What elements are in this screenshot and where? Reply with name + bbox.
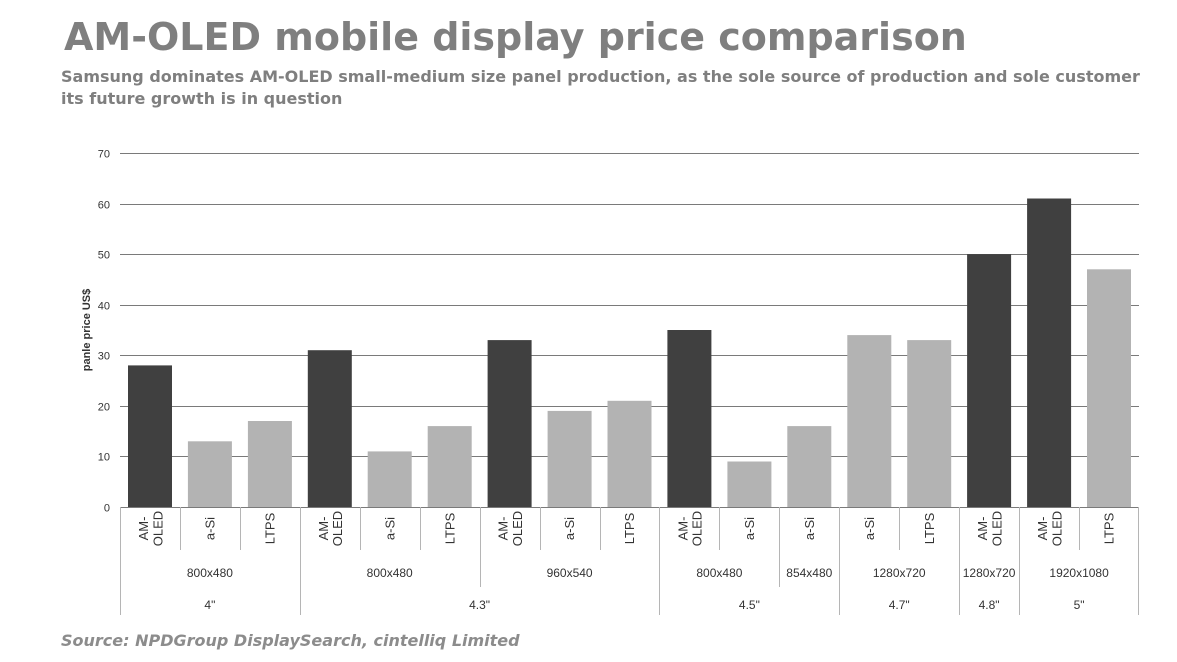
x-tick-label: a-Si xyxy=(382,517,397,540)
x-axis-categories: AM-OLED a-Si LTPS AM-OLED a-Si LTPS AM-OLED a-S… xyxy=(120,507,1139,615)
bar xyxy=(907,340,952,507)
x-group-label-resolution: 1280x720 xyxy=(873,566,926,580)
x-tick-label: a-Si xyxy=(862,517,877,540)
x-tick-label: AM-OLED xyxy=(496,511,525,546)
x-tick-label: AM-OLED xyxy=(975,511,1004,546)
x-group-label-resolution: 800x480 xyxy=(367,566,413,580)
bar xyxy=(427,426,472,507)
bar xyxy=(1027,198,1072,507)
x-group-label-resolution: 800x480 xyxy=(696,566,742,580)
y-tick-label: 40 xyxy=(98,301,110,313)
x-tick-label: AM-OLED xyxy=(1035,511,1064,546)
y-axis-ticks: 0 10 20 30 40 50 60 70 xyxy=(98,149,110,515)
bar xyxy=(307,350,352,507)
y-tick-label: 20 xyxy=(98,402,110,414)
bar xyxy=(667,330,712,507)
x-tick-label: AM-OLED xyxy=(136,511,165,546)
bar xyxy=(967,254,1012,507)
x-tick-label: LTPS xyxy=(622,512,637,544)
y-tick-label: 60 xyxy=(98,200,110,212)
y-tick-label: 10 xyxy=(98,452,110,464)
bar xyxy=(247,421,292,507)
y-tick-label: 30 xyxy=(98,351,110,363)
x-tick-label: a-Si xyxy=(562,517,577,540)
chart-subtitle: Samsung dominates AM-OLED small-medium s… xyxy=(61,67,1140,108)
x-tick-label: LTPS xyxy=(1102,512,1117,544)
x-tick-label: LTPS xyxy=(442,512,457,544)
chart-title: AM-OLED mobile display price comparison xyxy=(64,15,967,59)
bar xyxy=(367,451,412,507)
x-tick-label: a-Si xyxy=(742,517,757,540)
bar xyxy=(128,365,172,507)
x-group-label-size: 4.5" xyxy=(739,598,760,612)
bar xyxy=(547,410,592,507)
bar xyxy=(187,441,232,507)
x-tick-label: LTPS xyxy=(262,512,277,544)
x-tick-label: AM-OLED xyxy=(675,511,704,546)
x-group-label-resolution: 854x480 xyxy=(786,566,832,580)
bar xyxy=(847,335,892,507)
x-group-label-resolution: 1280x720 xyxy=(963,566,1016,580)
x-group-label-resolution: 960x540 xyxy=(547,566,593,580)
source-note: Source: NPDGroup DisplaySearch, cintelli… xyxy=(61,631,520,650)
x-group-label-resolution: 800x480 xyxy=(187,566,233,580)
x-group-label-size: 4" xyxy=(204,598,215,612)
x-group-label-size: 4.7" xyxy=(889,598,910,612)
x-tick-label: a-Si xyxy=(202,517,217,540)
x-group-label-size: 5" xyxy=(1074,598,1085,612)
y-tick-label: 70 xyxy=(98,149,110,161)
x-tick-label: LTPS xyxy=(922,512,937,544)
x-group-label-resolution: 1920x1080 xyxy=(1049,566,1109,580)
bar xyxy=(487,340,532,507)
y-tick-label: 0 xyxy=(104,503,110,515)
bars xyxy=(128,198,1131,507)
y-axis-label: panle price US$ xyxy=(81,289,93,372)
bar xyxy=(727,461,772,507)
bar xyxy=(787,426,832,507)
x-tick-label: a-Si xyxy=(802,517,817,540)
x-group-label-size: 4.8" xyxy=(979,598,1000,612)
x-group-label-size: 4.3" xyxy=(469,598,490,612)
x-tick-label: AM-OLED xyxy=(316,511,345,546)
bar xyxy=(607,400,652,507)
bar xyxy=(1087,269,1131,507)
y-tick-label: 50 xyxy=(98,250,110,262)
